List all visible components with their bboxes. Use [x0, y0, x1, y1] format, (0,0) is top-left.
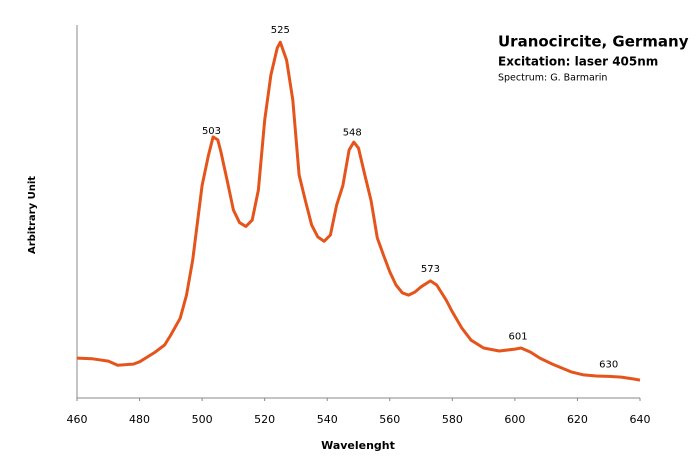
x-tick-label: 640	[630, 413, 651, 426]
spectrum-line	[76, 40, 641, 382]
credit: Spectrum: G. Barmarin	[498, 73, 607, 84]
peak-label: 503	[202, 126, 221, 137]
peak-label: 630	[599, 359, 618, 370]
x-tick-label: 580	[442, 413, 463, 426]
x-tick-label: 520	[254, 413, 275, 426]
x-tick-label: 480	[129, 413, 150, 426]
x-tick-label: 460	[67, 413, 88, 426]
x-tick-label: 540	[317, 413, 338, 426]
peak-label: 548	[343, 128, 362, 139]
x-tick-label: 600	[504, 413, 525, 426]
y-axis-label: Arbitrary Unit	[27, 176, 38, 254]
peak-label: 525	[271, 25, 290, 36]
x-tick-label: 560	[379, 413, 400, 426]
x-axis-label: Wavelenght	[321, 439, 395, 452]
peak-label: 573	[421, 264, 440, 275]
x-tick-label: 500	[192, 413, 213, 426]
peak-label: 601	[508, 332, 527, 343]
x-tick-label: 620	[567, 413, 588, 426]
chart-subtitle: Excitation: laser 405nm	[498, 55, 658, 69]
chart-title: Uranocircite, Germany	[498, 33, 689, 51]
